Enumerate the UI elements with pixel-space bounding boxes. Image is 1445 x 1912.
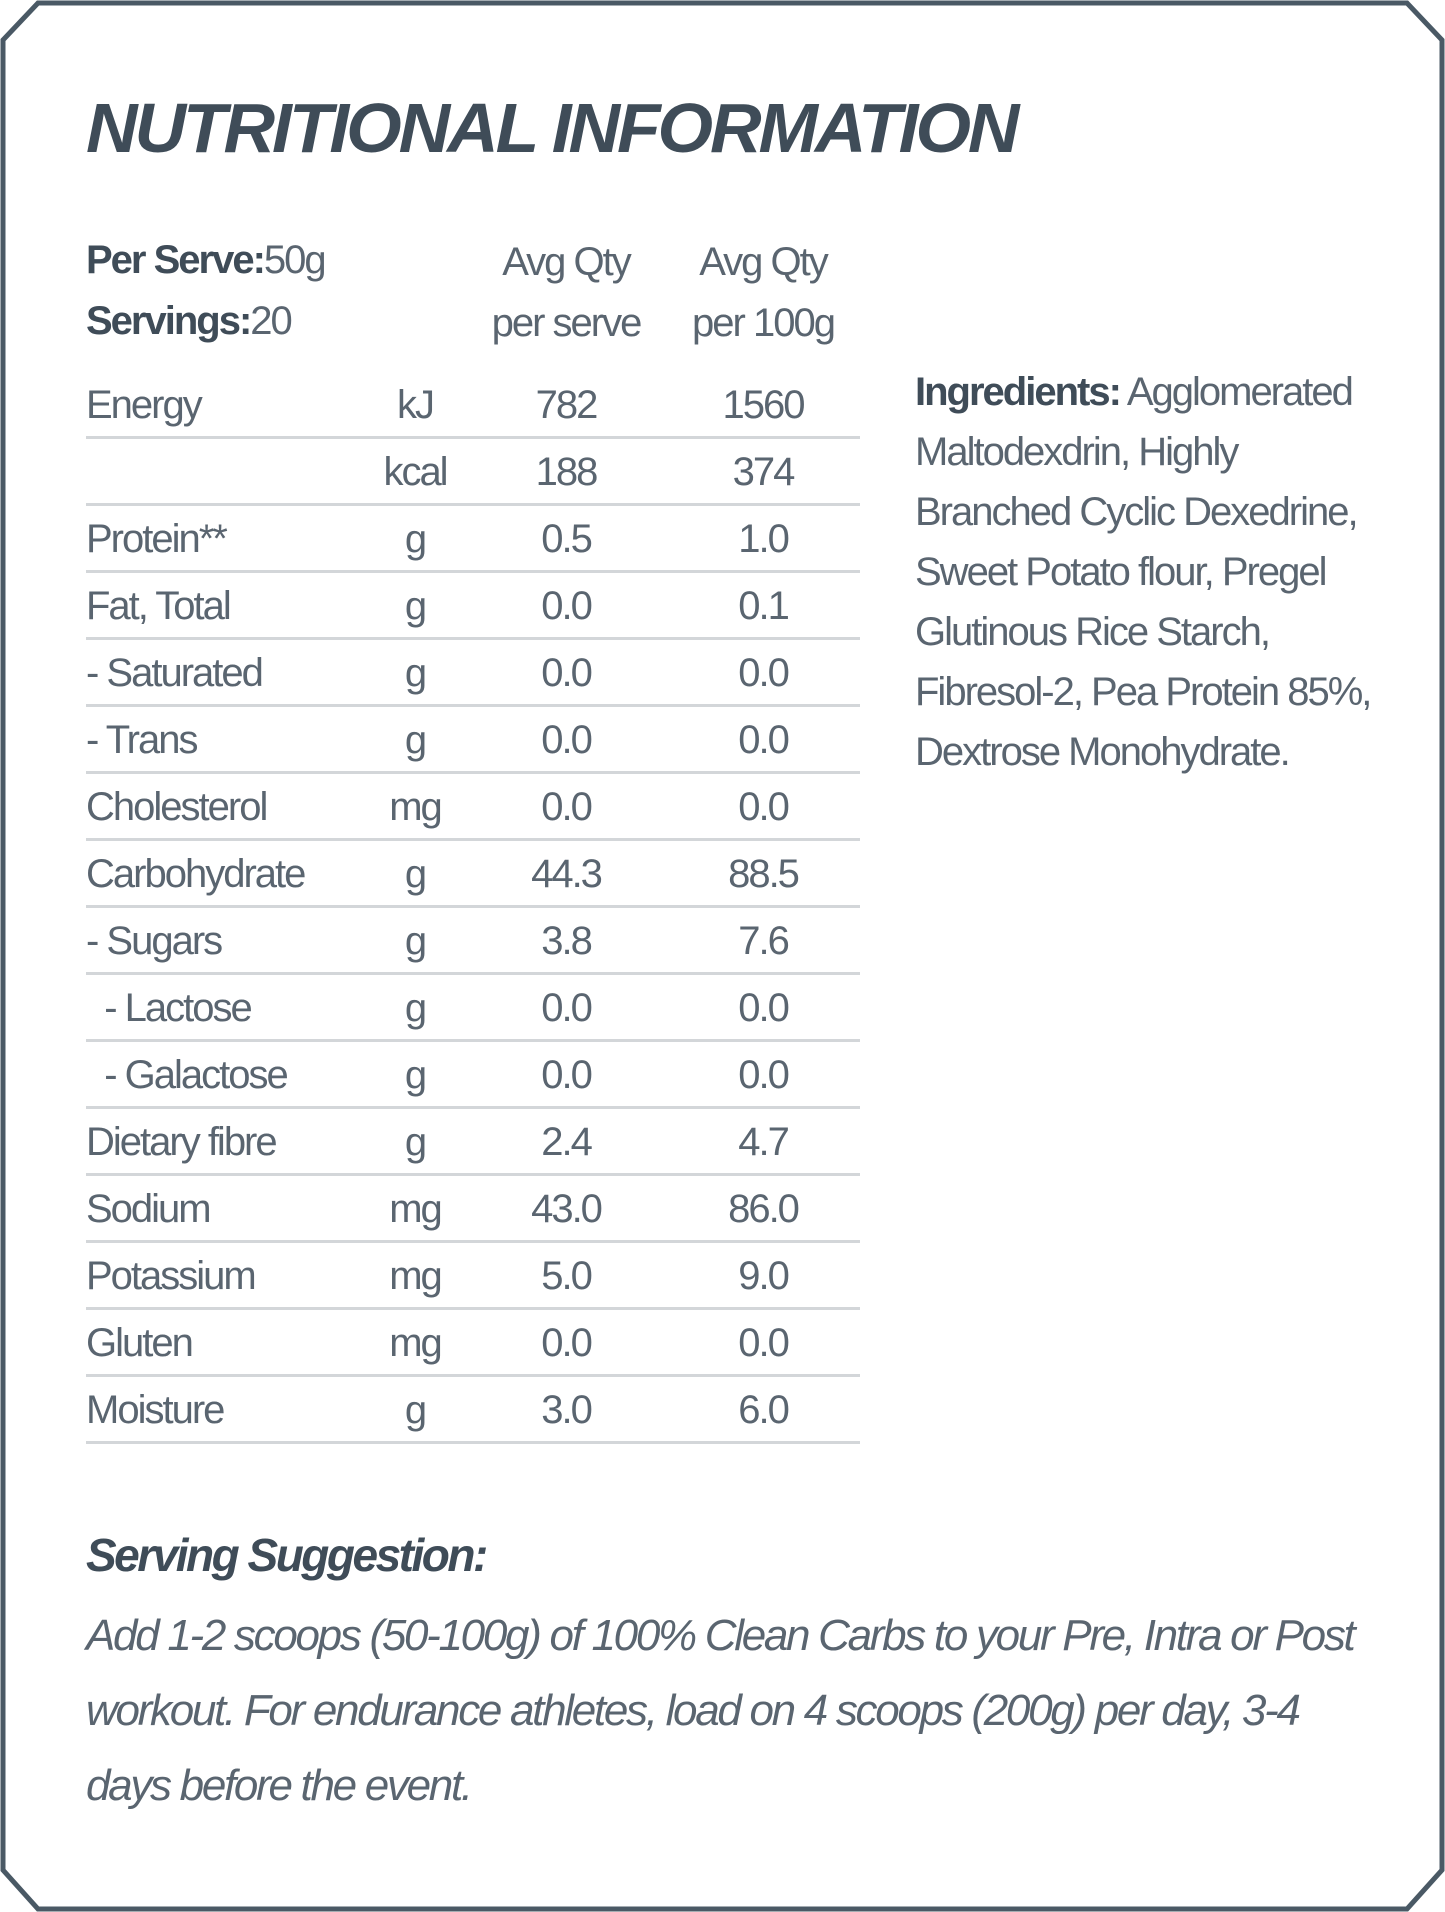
value-per-serve-text: 3.0 <box>541 1388 593 1432</box>
nutrition-table: Energy kJ 782 1560 kcal 188 374 Protein** g 0.5 1.… <box>86 372 860 1444</box>
nutrient-name: Dietary fibre <box>86 1120 278 1164</box>
table-row: - Galactose g 0.0 0.0 <box>86 1042 860 1109</box>
nutrient-name: - Trans <box>86 718 198 762</box>
unit-text: mg <box>389 785 443 829</box>
value-per-serve-text: 0.5 <box>541 517 593 561</box>
nutrient-name: - Saturated <box>86 651 264 695</box>
servings: Servings:20 <box>86 299 293 344</box>
value-per-100g-text: 0.1 <box>738 584 790 628</box>
table-row: Protein** g 0.5 1.0 <box>86 506 860 573</box>
value-per-serve-text: 188 <box>535 450 599 494</box>
page-title: NUTRITIONAL INFORMATION <box>86 89 1020 167</box>
ingredients: Ingredients: Agglomerated Maltodexdrin, … <box>915 362 1385 782</box>
value-per-100g-text: 88.5 <box>728 852 800 896</box>
unit-text: g <box>404 919 427 963</box>
value-per-serve-text: 0.0 <box>541 986 593 1030</box>
value-per-serve-text: 3.8 <box>541 919 593 963</box>
nutrient-name: - Lactose <box>86 986 253 1030</box>
column-header-per-100g: Avg Qty per 100g <box>653 232 873 354</box>
table-row: Carbohydrate g 44.3 88.5 <box>86 841 860 908</box>
value-per-100g-text: 0.0 <box>738 986 790 1030</box>
value-per-100g-text: 6.0 <box>738 1388 790 1432</box>
value-per-100g-text: 0.0 <box>738 1053 790 1097</box>
per-serve: Per Serve:50g <box>86 238 327 283</box>
nutrient-name: Fat, Total <box>86 584 232 628</box>
table-row: Potassium mg 5.0 9.0 <box>86 1243 860 1310</box>
unit-text: mg <box>389 1321 443 1365</box>
unit-text: g <box>404 852 427 896</box>
value-per-100g-text: 1.0 <box>738 517 790 561</box>
value-per-100g-text: 0.0 <box>738 785 790 829</box>
nutrient-name: Moisture <box>86 1388 225 1432</box>
value-per-100g-text: 1560 <box>722 383 806 427</box>
column-header-line: Avg Qty <box>502 240 632 284</box>
table-row: Energy kJ 782 1560 <box>86 372 860 439</box>
value-per-100g-text: 4.7 <box>738 1120 790 1164</box>
table-row: Gluten mg 0.0 0.0 <box>86 1310 860 1377</box>
table-row: Cholesterol mg 0.0 0.0 <box>86 774 860 841</box>
nutrient-name: Carbohydrate <box>86 852 306 896</box>
nutrient-name: - Galactose <box>86 1053 289 1097</box>
unit-text: mg <box>389 1254 443 1298</box>
value-per-100g-text: 0.0 <box>738 1321 790 1365</box>
unit-text: g <box>404 1120 427 1164</box>
value-per-100g-text: 7.6 <box>738 919 790 963</box>
value-per-serve-text: 0.0 <box>541 584 593 628</box>
per-serve-value: 50g <box>263 238 327 282</box>
ingredients-label: Ingredients: <box>915 370 1122 414</box>
value-per-serve-text: 0.0 <box>541 1321 593 1365</box>
unit-text: g <box>404 1053 427 1097</box>
column-header-per-serve: Avg Qty per serve <box>456 232 676 354</box>
column-header-line: per 100g <box>692 301 836 345</box>
unit-text: g <box>404 651 427 695</box>
unit-text: kcal <box>383 450 448 494</box>
unit-text: g <box>404 1388 427 1432</box>
nutrient-name: Potassium <box>86 1254 257 1298</box>
value-per-serve-text: 5.0 <box>541 1254 593 1298</box>
table-row: Moisture g 3.0 6.0 <box>86 1377 860 1444</box>
value-per-serve-text: 0.0 <box>541 1053 593 1097</box>
table-row: - Sugars g 3.8 7.6 <box>86 908 860 975</box>
value-per-100g-text: 374 <box>732 450 796 494</box>
value-per-serve-text: 782 <box>535 383 599 427</box>
per-serve-label: Per Serve: <box>86 238 266 282</box>
ingredients-text: Agglomerated Maltodexdrin, Highly Branch… <box>915 370 1372 774</box>
unit-text: g <box>404 718 427 762</box>
value-per-100g-text: 9.0 <box>738 1254 790 1298</box>
unit-text: mg <box>389 1187 443 1231</box>
column-header-line: per serve <box>491 301 643 345</box>
servings-value: 20 <box>250 299 292 343</box>
value-per-100g-text: 86.0 <box>728 1187 800 1231</box>
unit-text: g <box>404 986 427 1030</box>
unit-text: kJ <box>397 383 435 427</box>
table-row: - Lactose g 0.0 0.0 <box>86 975 860 1042</box>
nutrient-name: Sodium <box>86 1187 212 1231</box>
table-row: Sodium mg 43.0 86.0 <box>86 1176 860 1243</box>
table-row: - Saturated g 0.0 0.0 <box>86 640 860 707</box>
value-per-serve-text: 0.0 <box>541 785 593 829</box>
serving-suggestion-title: Serving Suggestion: <box>86 1529 488 1581</box>
value-per-serve-text: 0.0 <box>541 718 593 762</box>
value-per-100g-text: 0.0 <box>738 651 790 695</box>
nutrient-name: Gluten <box>86 1321 194 1365</box>
unit-text: g <box>404 584 427 628</box>
servings-label: Servings: <box>86 299 252 343</box>
value-per-serve-text: 43.0 <box>531 1187 603 1231</box>
table-row: Fat, Total g 0.0 0.1 <box>86 573 860 640</box>
nutrient-name: - Sugars <box>86 919 223 963</box>
value-per-serve-text: 0.0 <box>541 651 593 695</box>
column-header-line: Avg Qty <box>699 240 829 284</box>
nutrient-name: Energy <box>86 383 203 427</box>
value-per-100g-text: 0.0 <box>738 718 790 762</box>
table-row: Dietary fibre g 2.4 4.7 <box>86 1109 860 1176</box>
nutrient-name: Cholesterol <box>86 785 268 829</box>
table-row: - Trans g 0.0 0.0 <box>86 707 860 774</box>
serving-suggestion-text: Add 1-2 scoops (50-100g) of 100% Clean C… <box>86 1611 1356 1810</box>
value-per-serve-text: 2.4 <box>541 1120 593 1164</box>
value-per-serve-text: 44.3 <box>531 852 603 896</box>
unit-text: g <box>404 517 427 561</box>
table-row: kcal 188 374 <box>86 439 860 506</box>
nutrient-name: Protein** <box>86 517 228 561</box>
